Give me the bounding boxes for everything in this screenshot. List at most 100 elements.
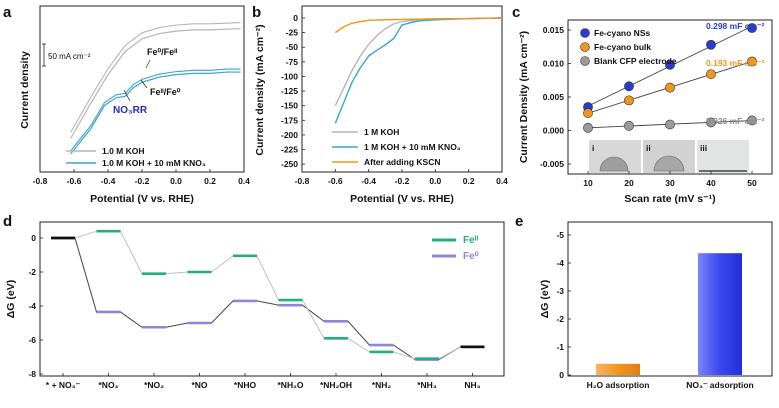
- panel-a-ylabel: Current density: [19, 51, 31, 129]
- b-ytick-label: 0: [293, 13, 298, 23]
- a-xtick-label: -0.2: [135, 176, 150, 186]
- panel-e: e -5 -4 -3 -2 -1 0 H₂O adsorption NO₃⁻ adsorpt…: [515, 213, 773, 390]
- d-category-label: *NO₃: [99, 380, 119, 390]
- panel-a-xlabel: Potential (V vs. RHE): [90, 193, 194, 205]
- d-category-label: *NO: [191, 380, 207, 390]
- d-category-label: *NH₂OH: [320, 380, 352, 390]
- curve-b-1: [334, 17, 503, 124]
- e-ytick-label: 0: [559, 370, 564, 380]
- legend-b-1: 1 M KOH + 10 mM KNO₃: [364, 142, 461, 152]
- inset-label-iii: iii: [700, 143, 707, 153]
- e-ytick-label: -3: [556, 286, 564, 296]
- point-c-1: [665, 82, 675, 93]
- c-ytick-label: 0.000: [543, 126, 565, 136]
- slope-label-blank: 0.026 mF cm⁻²: [706, 116, 765, 126]
- curve-a-0-reverse: [70, 22, 241, 133]
- d-ytick-label: -6: [28, 335, 36, 345]
- b-ytick-label: -100: [281, 71, 298, 81]
- legend-b-2: After adding KSCN: [364, 157, 441, 167]
- d-category-label: * + NO₃⁻: [46, 380, 81, 390]
- panel-c: c i ii iii 10 20 30 40 50 0.015 0.010 0.005 0.0…: [512, 4, 773, 205]
- curve-b-2: [334, 17, 503, 34]
- panel-c-ylabel: Current Density (mA cm⁻²): [518, 31, 530, 163]
- point-c-0: [747, 23, 757, 33]
- b-ytick-label: -150: [281, 101, 298, 111]
- d-category-label: *NO₂: [144, 380, 164, 390]
- legend-c-2: Blank CFP electrode: [594, 56, 677, 66]
- panel-e-letter: e: [515, 213, 523, 230]
- b-xtick-label: -0.6: [328, 176, 343, 186]
- c-xtick-label: 30: [665, 178, 675, 188]
- c-xtick-label: 40: [706, 178, 716, 188]
- e-category-label: NO₃⁻ adsorption: [686, 380, 753, 390]
- annotation-no3rr: NO₃RR: [113, 105, 148, 116]
- panel-a-legend: 1.0 M KOH 1.0 M KOH + 10 mM KNO₃: [66, 146, 206, 168]
- a-xtick-label: 0.0: [170, 176, 182, 186]
- panel-e-frame: [567, 221, 773, 377]
- panel-b-ylabel: Current density (mA cm⁻²): [254, 24, 266, 155]
- panel-d-ylabel: ΔG (eV): [5, 280, 17, 318]
- c-ytick-label: 0.005: [543, 92, 565, 102]
- panel-a-letter: a: [3, 4, 12, 21]
- annotation-fe-3-2: Fe⁰/Feᴵᴵ: [147, 47, 178, 57]
- curve-a-1-reverse: [70, 68, 241, 152]
- c-ytick-label: -0.005: [540, 159, 564, 169]
- panel-b-legend: 1 M KOH 1 M KOH + 10 mM KNO₃ After addin…: [332, 127, 461, 167]
- curve-a-0-forward: [70, 27, 241, 139]
- point-c-0: [665, 59, 675, 70]
- panel-c-xlabel: Scan rate (mV s⁻¹): [624, 193, 715, 205]
- panel-a: a -0.8 -0.6 -0.4 -0.2 0.0 0.2 0.4 Potential (V…: [3, 4, 250, 205]
- panel-b-letter: b: [252, 4, 261, 21]
- d-category-label: *NHO: [234, 380, 257, 390]
- e-ytick-label: -5: [556, 230, 564, 240]
- bar-e-0: [596, 363, 640, 375]
- e-ytick-label: -2: [556, 314, 564, 324]
- e-ytick-label: -4: [556, 258, 564, 268]
- a-xtick-label: 0.4: [238, 176, 250, 186]
- point-c-2: [665, 119, 675, 130]
- slope-label-nss: 0.298 mF cm⁻²: [706, 21, 765, 31]
- b-ytick-label: -50: [286, 42, 299, 52]
- b-xtick-label: 0.0: [429, 176, 441, 186]
- legend-b-0: 1 M KOH: [364, 127, 399, 137]
- inset-label-ii: ii: [646, 143, 651, 153]
- a-xtick-label: 0.2: [204, 176, 216, 186]
- point-c-2: [583, 122, 593, 133]
- legend-c-0: Fe-cyano NSs: [594, 28, 650, 38]
- b-xtick-label: -0.8: [295, 176, 310, 186]
- panel-c-letter: c: [512, 4, 520, 21]
- a-xtick-label: -0.6: [67, 176, 82, 186]
- d-category-label: *NH₃: [417, 380, 437, 390]
- panel-e-ylabel: ΔG (eV): [539, 280, 551, 318]
- panel-d-legend: Feᴵᴵ Fe⁰: [432, 235, 479, 262]
- d-ytick-label: -8: [28, 369, 36, 379]
- c-xtick-label: 10: [583, 178, 593, 188]
- b-ytick-label: -250: [281, 159, 298, 169]
- d-category-label: NH₃: [464, 380, 480, 390]
- b-ytick-label: -175: [281, 115, 298, 125]
- legend-d-1: Fe⁰: [463, 251, 479, 262]
- c-ytick-label: 0.010: [543, 59, 565, 69]
- point-c-1: [706, 69, 716, 80]
- b-xtick-label: 0.2: [463, 176, 475, 186]
- point-c-1: [583, 108, 593, 118]
- e-ytick-label: -1: [556, 342, 564, 352]
- pathway-d-1: [51, 237, 485, 361]
- curve-a-1-forward: [70, 71, 241, 155]
- point-c-2: [624, 120, 634, 131]
- panel-d-frame: [39, 221, 505, 377]
- panel-c-legend: Fe-cyano NSs Fe-cyano bulk Blank CFP ele…: [580, 28, 677, 66]
- b-ytick-label: -225: [281, 145, 298, 155]
- a-xtick-label: -0.4: [101, 176, 116, 186]
- a-xtick-label: -0.8: [33, 176, 48, 186]
- e-category-label: H₂O adsorption: [587, 380, 650, 390]
- b-xtick-label: -0.2: [395, 176, 410, 186]
- point-c-1: [747, 56, 757, 67]
- panel-d-letter: d: [3, 213, 12, 230]
- pathway-d-0: [51, 230, 485, 360]
- panel-b-xlabel: Potential (V vs. RHE): [350, 193, 454, 205]
- c-ytick-label: 0.015: [543, 25, 565, 35]
- b-ytick-label: -200: [281, 130, 298, 140]
- panel-b: b -0.8 -0.6 -0.4 -0.2 0.0 0.2 0.4 0 -25 -50 -75 -1…: [252, 4, 508, 205]
